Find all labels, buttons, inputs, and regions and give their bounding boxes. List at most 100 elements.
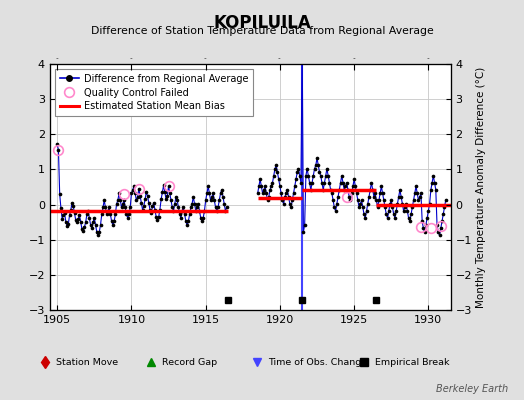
Point [267,183,276,190]
Point [100,197,108,204]
Point [346,197,355,204]
Point [314,162,322,168]
Point [271,166,279,172]
Text: Record Gap: Record Gap [162,358,217,367]
Point [360,211,368,218]
Point [111,211,119,218]
Point [285,194,293,200]
Point [219,194,227,200]
Point [155,214,163,220]
Point [440,204,449,210]
Point [117,204,126,210]
Point [302,172,310,179]
Point [435,232,444,239]
Point [209,190,217,196]
Point [136,192,144,199]
Point [93,229,101,235]
Point [292,176,300,182]
Point [303,166,311,172]
Point [216,190,225,196]
Point [341,183,350,190]
Point [180,211,189,218]
Point [315,169,324,176]
Point [134,194,142,200]
Point [121,204,129,210]
Point [279,201,288,207]
Point [173,197,181,204]
Point [398,201,407,207]
Point [328,190,336,196]
Point [204,183,212,190]
Point [56,191,64,197]
Point [110,218,118,225]
Point [408,204,417,210]
Point [183,222,191,228]
Point [86,222,95,228]
Point [94,232,102,239]
Point [103,211,111,218]
Point [316,172,325,179]
Point [201,197,210,204]
Point [97,211,106,218]
Point [223,204,231,210]
Point [112,201,121,207]
Point [131,190,139,196]
Point [178,208,187,214]
Point [163,192,171,199]
Point [84,208,92,214]
Point [138,207,147,213]
Point [386,201,394,207]
Point [74,216,82,222]
Point [254,190,262,196]
Point [108,222,117,228]
Point [275,176,283,182]
Point [322,172,330,179]
Point [368,187,377,193]
Point [370,194,378,200]
Point [402,201,410,207]
Text: Difference of Station Temperature Data from Regional Average: Difference of Station Temperature Data f… [91,26,433,36]
Point [203,190,211,196]
Point [182,218,190,225]
Point [411,190,419,196]
Point [107,218,116,225]
Point [333,201,341,207]
Point [334,194,342,200]
Point [286,201,294,207]
Point [78,226,86,232]
Point [208,194,216,200]
Point [62,219,70,225]
Point [142,189,150,196]
Point [266,187,274,193]
Point [420,229,429,235]
Point [395,194,403,200]
Point [75,212,84,218]
Point [184,218,192,225]
Point [139,203,148,210]
Point [194,201,202,207]
Point [161,189,169,196]
Point [438,218,446,225]
Point [256,176,264,182]
Point [425,201,434,207]
Point [89,219,97,225]
Point [168,204,177,210]
Point [214,204,222,210]
Point [409,197,418,204]
Point [339,180,347,186]
Point [432,187,440,193]
Point [378,190,387,196]
Point [60,210,69,216]
Point [384,215,392,221]
Point [58,216,67,222]
Point [120,197,128,204]
Point [406,218,414,225]
Point [307,187,315,193]
Point [300,222,309,228]
Point [64,221,72,227]
Point [372,197,380,204]
Point [310,166,319,172]
Point [200,208,209,214]
Point [434,229,442,235]
Point [176,211,184,218]
